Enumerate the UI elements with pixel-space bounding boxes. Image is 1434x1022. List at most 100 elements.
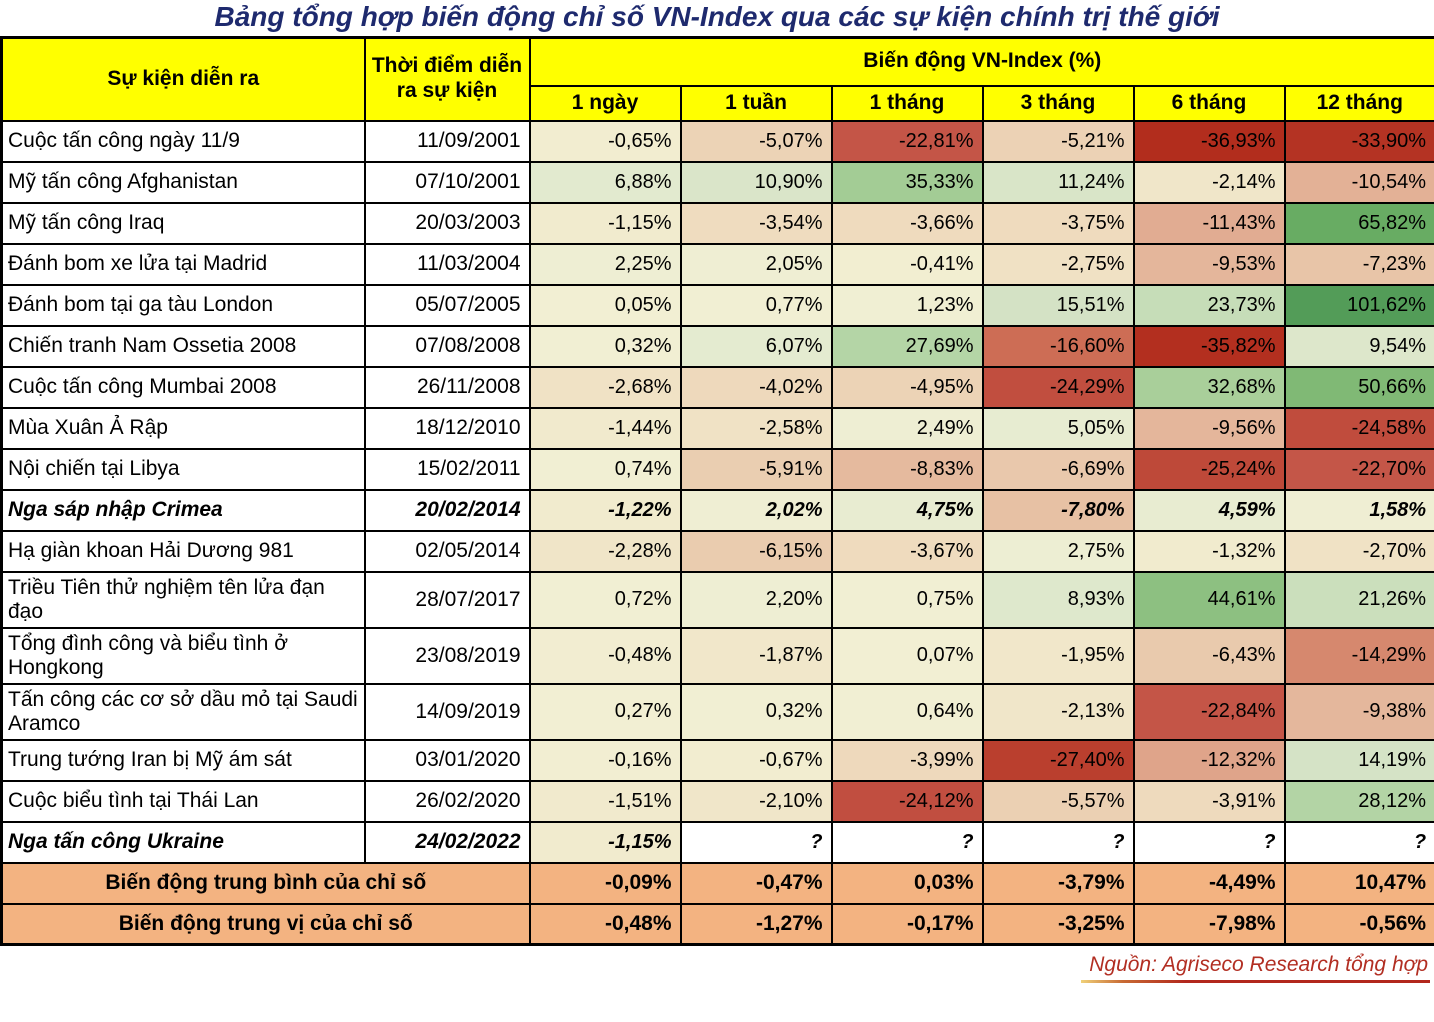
date-cell: 26/02/2020 [363, 779, 531, 823]
value-cell: 2,02% [679, 488, 833, 532]
value-cell: -1,15% [528, 201, 682, 245]
date-cell: 07/08/2008 [363, 324, 531, 368]
summary-value-cell: 10,47% [1283, 861, 1434, 905]
event-cell: Cuộc tấn công ngày 11/9 [0, 119, 366, 163]
summary-label: Biến động trung vị của chỉ số [0, 902, 531, 946]
summary-value-cell: -0,48% [528, 902, 682, 946]
date-cell: 05/07/2005 [363, 283, 531, 327]
date-cell: 07/10/2001 [363, 160, 531, 204]
value-cell: 0,07% [830, 626, 984, 685]
summary-value-cell: -3,79% [981, 861, 1135, 905]
value-cell: ? [830, 820, 984, 864]
value-cell: 8,93% [981, 570, 1135, 629]
table-row: Mỹ tấn công Afghanistan 07/10/2001 6,88% 10… [0, 160, 1434, 204]
value-cell: -5,07% [679, 119, 833, 163]
event-column-header: Sự kiện diễn ra [0, 36, 366, 122]
table-row: Nga sáp nhập Crimea 20/02/2014 -1,22% 2,02%… [0, 488, 1434, 532]
value-cell: 2,05% [679, 242, 833, 286]
value-cell: -36,93% [1132, 119, 1286, 163]
event-cell: Đánh bom tại ga tàu London [0, 283, 366, 327]
value-cell: 0,27% [528, 682, 682, 741]
value-cell: 0,05% [528, 283, 682, 327]
value-cell: 9,54% [1283, 324, 1434, 368]
value-cell: -0,16% [528, 738, 682, 782]
value-cell: 11,24% [981, 160, 1135, 204]
value-cell: -12,32% [1132, 738, 1286, 782]
value-cell: -3,91% [1132, 779, 1286, 823]
event-cell: Nội chiến tại Libya [0, 447, 366, 491]
date-cell: 15/02/2011 [363, 447, 531, 491]
value-cell: 5,05% [981, 406, 1135, 450]
summary-value-cell: -0,17% [830, 902, 984, 946]
value-cell: -7,80% [981, 488, 1135, 532]
value-cell: -9,56% [1132, 406, 1286, 450]
value-cell: 0,75% [830, 570, 984, 629]
table-row: Chiến tranh Nam Ossetia 2008 07/08/2008 0,… [0, 324, 1434, 368]
value-cell: -5,57% [981, 779, 1135, 823]
value-cell: -1,44% [528, 406, 682, 450]
value-cell: 2,75% [981, 529, 1135, 573]
event-cell: Mỹ tấn công Iraq [0, 201, 366, 245]
value-cell: -2,10% [679, 779, 833, 823]
date-cell: 20/03/2003 [363, 201, 531, 245]
date-cell: 11/03/2004 [363, 242, 531, 286]
value-cell: -1,95% [981, 626, 1135, 685]
value-cell: -3,54% [679, 201, 833, 245]
value-cell: -7,23% [1283, 242, 1434, 286]
period-header: 3 tháng [981, 84, 1135, 122]
event-cell: Triều Tiên thử nghiệm tên lửa đạn đạo [0, 570, 366, 629]
value-cell: 4,75% [830, 488, 984, 532]
value-cell: ? [1132, 820, 1286, 864]
value-cell: -2,58% [679, 406, 833, 450]
vnindex-table: Sự kiện diễn ra Thời điểm diễn ra sự kiệ… [0, 36, 1434, 946]
date-cell: 20/02/2014 [363, 488, 531, 532]
date-cell: 26/11/2008 [363, 365, 531, 409]
value-cell: 1,58% [1283, 488, 1434, 532]
summary-value-cell: -3,25% [981, 902, 1135, 946]
value-cell: -8,83% [830, 447, 984, 491]
value-cell: -2,68% [528, 365, 682, 409]
value-cell: -3,66% [830, 201, 984, 245]
value-cell: 23,73% [1132, 283, 1286, 327]
date-cell: 23/08/2019 [363, 626, 531, 685]
value-cell: -4,02% [679, 365, 833, 409]
value-cell: ? [1283, 820, 1434, 864]
value-cell: -6,43% [1132, 626, 1286, 685]
value-cell: -1,15% [528, 820, 682, 864]
value-cell: 14,19% [1283, 738, 1434, 782]
value-cell: 6,88% [528, 160, 682, 204]
summary-value-cell: -1,27% [679, 902, 833, 946]
table-row: Nội chiến tại Libya 15/02/2011 0,74% -5,91%… [0, 447, 1434, 491]
table-row: Mỹ tấn công Iraq 20/03/2003 -1,15% -3,54% -3… [0, 201, 1434, 245]
value-cell: 28,12% [1283, 779, 1434, 823]
value-cell: -22,81% [830, 119, 984, 163]
event-cell: Chiến tranh Nam Ossetia 2008 [0, 324, 366, 368]
date-cell: 18/12/2010 [363, 406, 531, 450]
date-cell: 11/09/2001 [363, 119, 531, 163]
event-cell: Nga tấn công Ukraine [0, 820, 366, 864]
value-cell: -3,67% [830, 529, 984, 573]
value-cell: 32,68% [1132, 365, 1286, 409]
event-cell: Mỹ tấn công Afghanistan [0, 160, 366, 204]
value-cell: -5,21% [981, 119, 1135, 163]
table-row: Cuộc tấn công Mumbai 2008 26/11/2008 -2,68… [0, 365, 1434, 409]
event-cell: Cuộc biểu tình tại Thái Lan [0, 779, 366, 823]
source-underline [1081, 980, 1430, 983]
value-cell: -0,65% [528, 119, 682, 163]
vnindex-group-header: Biến động VN-Index (%) [528, 36, 1434, 87]
summary-value-cell: -0,47% [679, 861, 833, 905]
value-cell: ? [981, 820, 1135, 864]
table-row: Trung tướng Iran bị Mỹ ám sát 03/01/2020-… [0, 738, 1434, 782]
table-row: Cuộc biểu tình tại Thái Lan 26/02/2020 -1,… [0, 779, 1434, 823]
value-cell: -3,99% [830, 738, 984, 782]
value-cell: 65,82% [1283, 201, 1434, 245]
period-header: 1 ngày [528, 84, 682, 122]
value-cell: -2,14% [1132, 160, 1286, 204]
date-cell: 28/07/2017 [363, 570, 531, 629]
value-cell: -22,70% [1283, 447, 1434, 491]
summary-label: Biến động trung bình của chỉ số [0, 861, 531, 905]
value-cell: 44,61% [1132, 570, 1286, 629]
period-header: 6 tháng [1132, 84, 1286, 122]
value-cell: -2,70% [1283, 529, 1434, 573]
value-cell: -14,29% [1283, 626, 1434, 685]
